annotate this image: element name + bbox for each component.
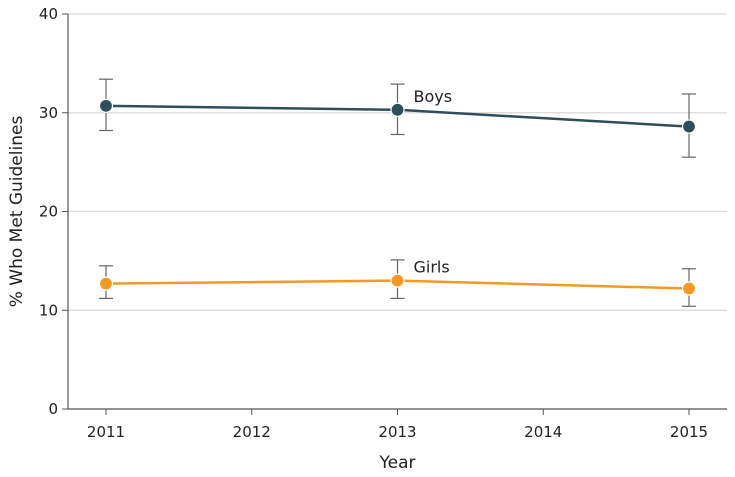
y-tick-label: 40 bbox=[39, 5, 58, 23]
data-point bbox=[681, 119, 697, 134]
x-tick-label: 2014 bbox=[524, 423, 562, 441]
series-layer bbox=[98, 78, 697, 307]
x-tick-label: 2011 bbox=[87, 423, 125, 441]
data-point bbox=[390, 273, 405, 288]
series-girls bbox=[98, 259, 697, 307]
y-tick-label: 0 bbox=[48, 400, 58, 418]
data-point bbox=[390, 102, 405, 117]
series-label: Boys bbox=[414, 87, 453, 106]
axes bbox=[62, 13, 727, 415]
data-point bbox=[681, 281, 697, 296]
series-label: Girls bbox=[414, 258, 450, 277]
x-tick-label: 2015 bbox=[670, 423, 708, 441]
y-tick-label: 10 bbox=[39, 301, 58, 319]
series-boys bbox=[98, 78, 697, 158]
x-tick-label: 2013 bbox=[378, 423, 416, 441]
y-axis-title: % Who Met Guidelines bbox=[7, 116, 27, 308]
y-tick-label: 30 bbox=[39, 104, 58, 122]
x-axis-title: Year bbox=[379, 453, 416, 473]
x-tick-label: 2012 bbox=[233, 423, 271, 441]
y-tick-label: 20 bbox=[39, 203, 58, 221]
data-point bbox=[98, 98, 114, 113]
labels: 0 10 20 30 40 2011 2012 2013 2014 2015 Boys Girls bbox=[39, 5, 708, 441]
data-point bbox=[98, 276, 114, 291]
